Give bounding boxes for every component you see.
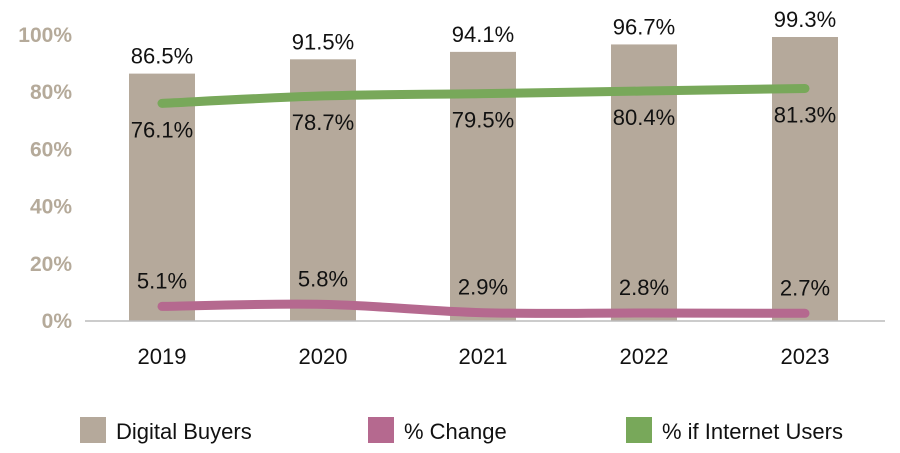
data-label-digital-buyers: 86.5% [131,44,193,69]
data-label-digital-buyers: 99.3% [774,7,836,32]
data-label-digital-buyers: 96.7% [613,14,675,39]
legend: Digital Buyers % Change % if Internet User… [80,417,843,444]
data-label-percent-change: 2.8% [619,275,669,300]
y-tick-label: 20% [30,253,72,276]
data-label-internet-users: 76.1% [131,117,193,142]
legend-internet-users-label: % if Internet Users [662,419,843,444]
data-label-digital-buyers: 91.5% [292,29,354,54]
line-percent-change [157,299,810,318]
y-tick-label: 0% [42,310,73,333]
data-label-internet-users: 78.7% [292,110,354,135]
x-tick-label: 2022 [620,344,669,369]
data-label-internet-users: 79.5% [452,108,514,133]
x-axis: 2019 2020 2021 2022 2023 [138,344,830,369]
data-label-percent-change: 5.8% [298,266,348,291]
data-labels: 86.5% 91.5% 94.1% 96.7% 99.3% 76.1% 78.7% 79.5%… [131,7,836,300]
data-label-internet-users: 80.4% [613,105,675,130]
y-tick-label: 60% [30,138,72,161]
x-tick-label: 2021 [459,344,508,369]
y-tick-label: 40% [30,196,72,219]
data-label-digital-buyers: 94.1% [452,22,514,47]
legend-internet-users-swatch [626,417,652,443]
series-lines [157,83,810,318]
y-tick-label: 100% [18,24,72,47]
x-tick-label: 2019 [138,344,187,369]
y-tick-label: 80% [30,81,72,104]
line-internet-users [157,83,810,108]
x-tick-label: 2020 [299,344,348,369]
legend-digital-buyers-label: Digital Buyers [116,419,252,444]
data-label-percent-change: 5.1% [137,268,187,293]
bar-digital-buyers-2020 [290,59,356,322]
data-label-internet-users: 81.3% [774,102,836,127]
legend-percent-change-swatch [368,417,394,443]
legend-percent-change-label: % Change [404,419,507,444]
data-label-percent-change: 2.7% [780,275,830,300]
x-tick-label: 2023 [781,344,830,369]
legend-digital-buyers-swatch [80,417,106,443]
data-label-percent-change: 2.9% [458,275,508,300]
bar-digital-buyers-2019 [129,73,195,321]
y-axis: 0% 20% 40% 60% 80% 100% [18,24,72,333]
